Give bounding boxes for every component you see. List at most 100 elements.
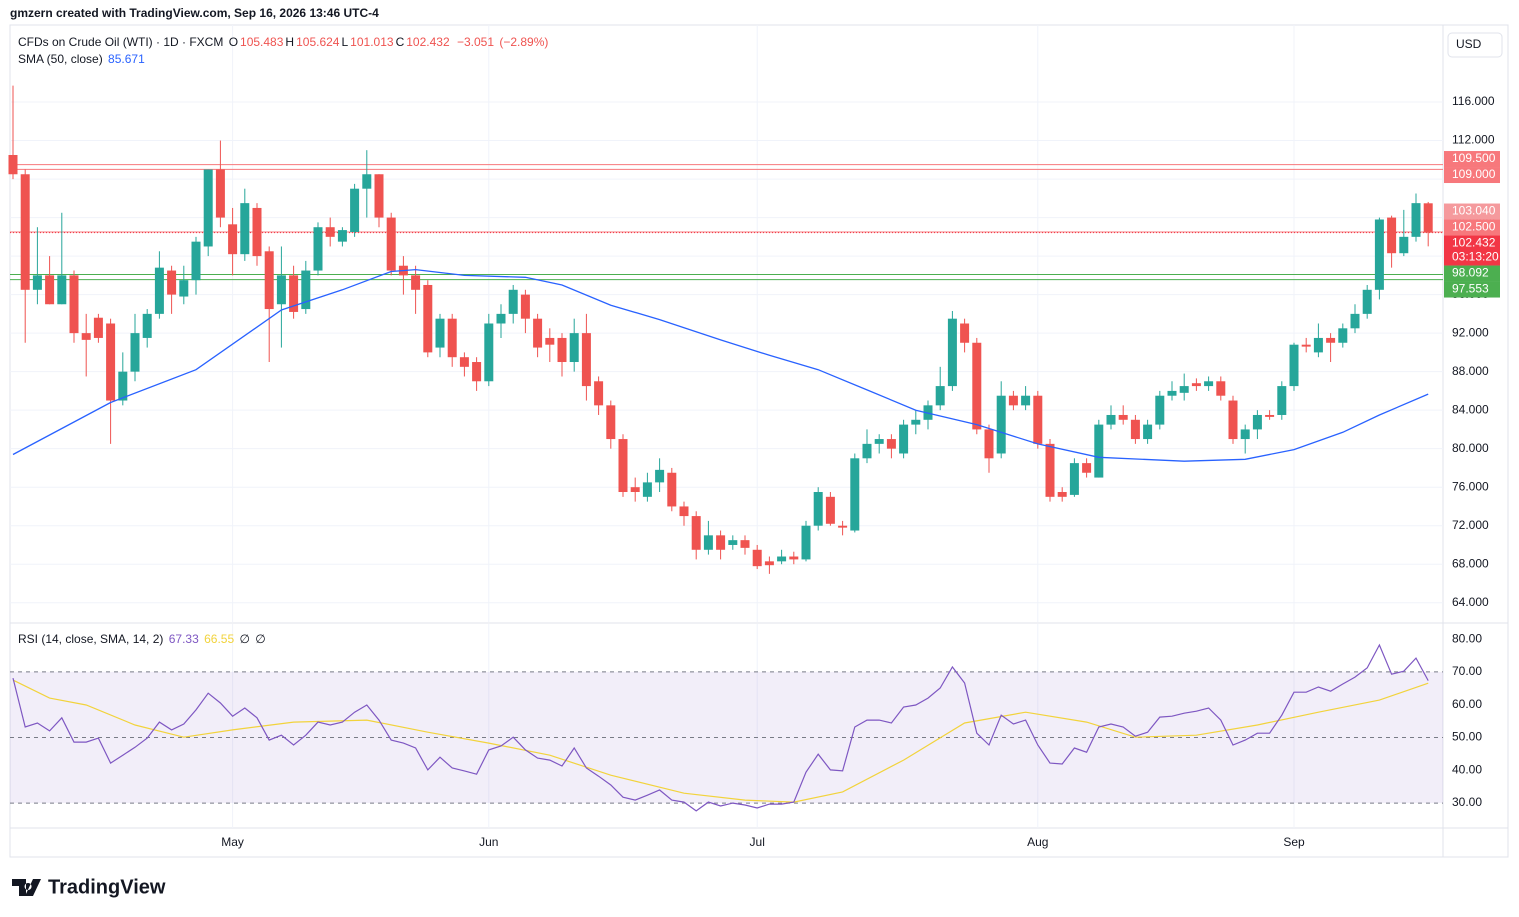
rsi-legend: RSI (14, close, SMA, 14, 2) 67.33 66.55 … xyxy=(18,632,268,646)
candle-body xyxy=(484,323,494,382)
candle-body xyxy=(1167,390,1177,396)
rsi-name: RSI (14, close, SMA, 14, 2) xyxy=(18,632,164,646)
candle-body xyxy=(1289,344,1299,387)
candle-body xyxy=(459,357,469,367)
x-tick-label: Jun xyxy=(479,835,498,849)
rsi-value: 67.33 xyxy=(168,632,199,646)
candle-body xyxy=(191,241,201,281)
rsi-sma-value: 66.55 xyxy=(204,632,235,646)
candle-body xyxy=(801,525,811,560)
ohlc-key: H xyxy=(285,35,295,49)
y-tick-label: 72.000 xyxy=(1452,518,1489,532)
candle-body xyxy=(179,280,189,297)
price-label: 97.553 xyxy=(1452,282,1489,296)
y-tick-label: 92.000 xyxy=(1452,325,1489,339)
price-label-box xyxy=(1444,265,1500,282)
candle-body xyxy=(594,381,604,406)
y-tick-label: 112.000 xyxy=(1452,133,1495,147)
candle-body xyxy=(642,482,652,497)
candle-body xyxy=(1411,203,1421,237)
candle-body xyxy=(1228,400,1238,440)
rsi-tick-label: 70.00 xyxy=(1452,664,1482,678)
candle-body xyxy=(301,270,311,310)
candle-body xyxy=(1265,414,1275,417)
candle-body xyxy=(899,424,909,454)
currency[interactable]: USD xyxy=(1456,37,1482,51)
ohlc-value: 101.013 xyxy=(350,35,394,49)
candle-body xyxy=(106,323,116,401)
y-tick-label: 76.000 xyxy=(1452,479,1489,493)
candle-body xyxy=(789,556,799,560)
candle-body xyxy=(1045,443,1055,497)
candle-body xyxy=(618,439,628,493)
candle-body xyxy=(1301,344,1311,347)
frame xyxy=(9,24,1509,858)
candle-body xyxy=(1240,429,1250,440)
candle-body xyxy=(203,169,213,247)
candle-body xyxy=(1033,395,1043,444)
rsi-line xyxy=(12,643,1429,812)
candle-body xyxy=(240,203,250,255)
candle-body xyxy=(142,313,152,338)
change: −3.051 xyxy=(456,35,495,49)
candle-body xyxy=(838,525,848,528)
candle-body xyxy=(716,535,726,550)
rsi-tick-label: 60.00 xyxy=(1452,697,1482,711)
ohlc-key: C xyxy=(395,35,405,49)
candle-body xyxy=(289,275,299,312)
candle-body xyxy=(533,318,543,348)
candle-body xyxy=(1326,337,1336,343)
rsi-sma-line xyxy=(12,679,1429,803)
candle-body xyxy=(252,207,262,257)
candle-body xyxy=(20,174,30,290)
candle-body xyxy=(667,472,677,507)
main-legend: CFDs on Crude Oil (WTI) · 1D · FXCM O 105… xyxy=(18,35,550,49)
candle-body xyxy=(1338,328,1348,343)
candle-body xyxy=(1423,203,1433,233)
x-tick-label: Aug xyxy=(1027,835,1048,849)
candle-body xyxy=(1252,414,1262,430)
x-tick-label: Sep xyxy=(1283,835,1305,849)
candle-body xyxy=(154,267,164,314)
price-label-box xyxy=(1444,203,1500,220)
candle-body xyxy=(447,318,457,358)
sma-legend: SMA (50, close) 85.671 xyxy=(18,52,147,66)
price-label-box xyxy=(1444,235,1500,266)
candle-body xyxy=(1374,219,1384,290)
candle-body xyxy=(325,227,335,237)
candle-body xyxy=(1082,463,1092,473)
candle-body xyxy=(520,294,530,319)
price-label: 103.040 xyxy=(1452,204,1496,218)
candle-body xyxy=(1130,419,1140,440)
candle-body xyxy=(862,443,872,459)
price-label: 102.500 xyxy=(1452,220,1496,234)
y-tick-label: 116.000 xyxy=(1452,94,1495,108)
candle-body xyxy=(581,333,591,387)
rsi-tick-label: 40.00 xyxy=(1452,762,1482,776)
candle-body xyxy=(777,556,787,562)
candle-body xyxy=(1277,386,1287,415)
price-label: 109.000 xyxy=(1452,167,1496,181)
sma-line xyxy=(12,268,1429,462)
candle-body xyxy=(1069,463,1079,495)
y-tick-label: 68.000 xyxy=(1452,556,1489,570)
candle-body xyxy=(679,506,689,517)
candle-body xyxy=(886,439,896,449)
candle-body xyxy=(337,230,347,242)
candle-body xyxy=(1216,381,1226,396)
candle-body xyxy=(1118,414,1128,420)
sma-name: SMA (50, close) xyxy=(18,52,103,66)
candle-body xyxy=(130,333,140,372)
candle-body xyxy=(411,275,421,290)
price-label-box xyxy=(1444,167,1500,184)
currency-box[interactable] xyxy=(1447,32,1503,58)
candle-body xyxy=(825,496,835,524)
candle-body xyxy=(1021,395,1031,406)
candle-body xyxy=(960,323,970,343)
candle-body xyxy=(655,469,665,483)
ohlc-key: L xyxy=(341,35,349,49)
countdown: 03:13:20 xyxy=(1452,250,1499,264)
y-tick-label: 64.000 xyxy=(1452,595,1489,609)
